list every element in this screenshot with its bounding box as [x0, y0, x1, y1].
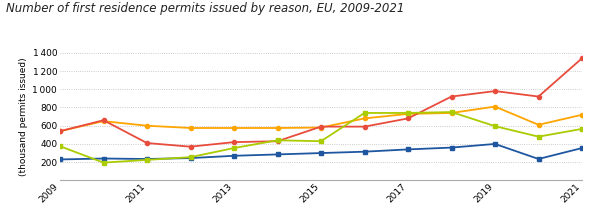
Family — [491, 105, 499, 108]
Text: Number of first residence permits issued by reason, EU, 2009-2021: Number of first residence permits issued… — [6, 2, 404, 15]
Family — [317, 126, 325, 129]
Family — [230, 127, 238, 129]
Education — [404, 148, 412, 151]
Education — [187, 157, 194, 159]
Family — [56, 130, 64, 132]
Other — [361, 112, 368, 114]
Y-axis label: (thousand permits issued): (thousand permits issued) — [19, 57, 28, 176]
Education — [361, 150, 368, 153]
Employment — [491, 90, 499, 92]
Other — [274, 139, 281, 142]
Family — [578, 114, 586, 116]
Other — [230, 147, 238, 149]
Family — [274, 127, 281, 129]
Employment — [143, 142, 151, 144]
Education — [317, 152, 325, 154]
Family — [404, 113, 412, 115]
Other — [100, 161, 107, 164]
Other — [448, 111, 455, 113]
Education — [535, 158, 542, 160]
Family — [535, 123, 542, 126]
Other — [404, 112, 412, 114]
Employment — [56, 130, 64, 132]
Other — [317, 140, 325, 143]
Other — [143, 159, 151, 161]
Employment — [274, 140, 281, 143]
Line: Family: Family — [58, 104, 584, 133]
Employment — [100, 119, 107, 122]
Family — [187, 127, 194, 129]
Education — [491, 143, 499, 145]
Education — [143, 158, 151, 160]
Employment — [578, 57, 586, 60]
Employment — [361, 125, 368, 128]
Family — [100, 120, 107, 123]
Employment — [187, 145, 194, 148]
Employment — [448, 95, 455, 98]
Line: Employment: Employment — [58, 56, 584, 149]
Family — [361, 117, 368, 120]
Other — [535, 135, 542, 138]
Education — [274, 153, 281, 156]
Other — [56, 145, 64, 148]
Employment — [535, 95, 542, 98]
Employment — [317, 125, 325, 128]
Family — [448, 112, 455, 114]
Education — [578, 147, 586, 149]
Family — [143, 124, 151, 127]
Employment — [230, 141, 238, 143]
Line: Education: Education — [58, 142, 584, 161]
Line: Other: Other — [58, 110, 584, 165]
Education — [56, 158, 64, 161]
Education — [448, 146, 455, 149]
Employment — [404, 117, 412, 120]
Other — [187, 156, 194, 158]
Education — [230, 154, 238, 157]
Other — [578, 128, 586, 130]
Other — [491, 125, 499, 127]
Education — [100, 157, 107, 160]
